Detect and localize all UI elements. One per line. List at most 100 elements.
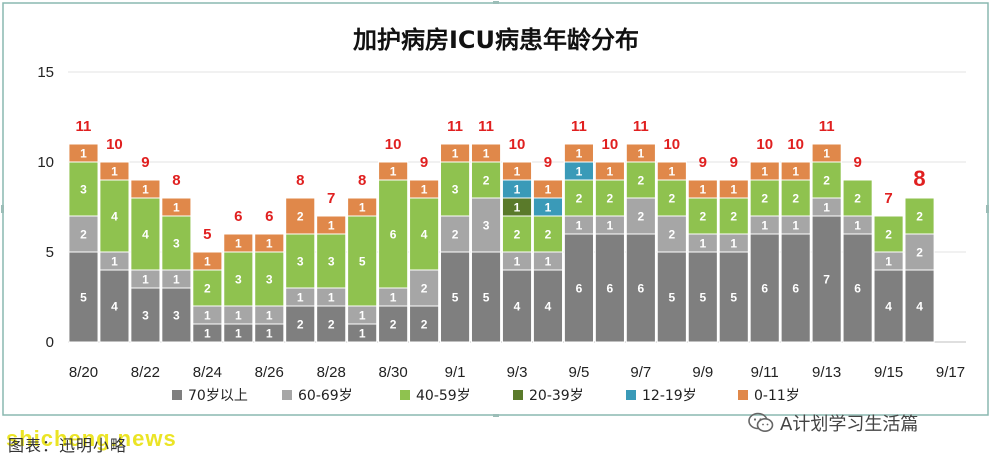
bar-segment [749, 161, 780, 181]
y-tick-label: 10 [37, 154, 54, 171]
x-tick-label: 9/7 [630, 364, 651, 381]
bar-segment [68, 161, 99, 217]
total-label: 7 [327, 190, 335, 207]
bar-segment [68, 215, 99, 253]
bar-segment [254, 233, 285, 253]
bar-segment [470, 251, 502, 343]
watermark: shicheng.news [6, 426, 177, 451]
segment-label: 1 [545, 255, 552, 269]
bar-segment [130, 179, 161, 199]
segment-label: 2 [452, 228, 459, 242]
total-label: 6 [265, 208, 273, 225]
total-label: 9 [699, 154, 707, 171]
total-label: 11 [447, 118, 463, 135]
segment-label: 6 [638, 282, 645, 296]
bar-segment [285, 305, 316, 343]
total-label: 8 [358, 172, 366, 189]
segment-label: 2 [421, 318, 428, 332]
bar-segment [656, 161, 687, 181]
segment-label: 3 [328, 255, 335, 269]
segment-label: 4 [421, 228, 428, 242]
segment-label: 2 [638, 174, 645, 188]
bar-segment [501, 269, 533, 343]
legend-label: 20-39岁 [529, 388, 584, 404]
total-label: 10 [602, 136, 619, 153]
segment-label: 1 [111, 165, 118, 179]
segment-label: 2 [854, 192, 861, 206]
x-tick-label: 8/22 [131, 364, 160, 381]
segment-label: 2 [545, 228, 552, 242]
legend-label: 12-19岁 [642, 388, 697, 404]
bar-segment [440, 143, 471, 163]
segment-label: 2 [885, 228, 892, 242]
segment-label: 1 [173, 273, 180, 287]
segment-label: 6 [792, 282, 799, 296]
segment-label: 1 [359, 309, 366, 323]
x-tick-label: 9/3 [507, 364, 528, 381]
segment-label: 7 [823, 273, 830, 287]
segment-label: 1 [576, 147, 583, 161]
bar-segment [470, 143, 502, 163]
segment-label: 4 [545, 300, 552, 314]
x-tick-label: 9/1 [445, 364, 466, 381]
segment-label: 3 [452, 183, 459, 197]
total-label: 11 [571, 118, 587, 135]
chart-title: 加护病房ICU病患年龄分布 [353, 26, 639, 54]
bar-segment [625, 197, 656, 235]
x-tick-label: 8/24 [193, 364, 222, 381]
bar-segment [625, 233, 656, 343]
legend-label: 60-69岁 [298, 388, 353, 404]
bar-segment [904, 197, 935, 235]
x-tick-label: 8/30 [379, 364, 408, 381]
segment-label: 6 [607, 282, 614, 296]
bar-segment [749, 233, 780, 343]
x-tick-label: 8/28 [317, 364, 346, 381]
bar-segment [842, 233, 873, 343]
segment-label: 6 [390, 228, 397, 242]
segment-label: 2 [668, 192, 675, 206]
total-label: 11 [819, 118, 835, 135]
segment-label: 1 [390, 165, 397, 179]
segment-label: 1 [607, 165, 614, 179]
bar-segment [440, 251, 471, 343]
bar-segment [625, 161, 656, 199]
bar-segment [873, 215, 904, 253]
segment-label: 1 [761, 165, 768, 179]
bar-segment [99, 161, 130, 181]
segment-label: 5 [730, 291, 737, 305]
total-label: 9 [730, 154, 738, 171]
bar-segment [130, 197, 161, 271]
total-label: 10 [787, 136, 804, 153]
total-label: 8 [172, 172, 180, 189]
segment-label: 2 [916, 210, 923, 224]
segment-label: 1 [607, 219, 614, 233]
bar-segment [68, 143, 99, 163]
segment-label: 4 [885, 300, 892, 314]
segment-label: 2 [328, 318, 335, 332]
total-label: 6 [234, 208, 242, 225]
segment-label: 1 [514, 165, 521, 179]
bar-segment [161, 197, 192, 217]
segment-label: 1 [792, 165, 799, 179]
frame-handles [1, 1, 989, 417]
legend-label: 0-11岁 [754, 388, 800, 404]
bar-segment [656, 251, 687, 343]
segment-label: 5 [668, 291, 675, 305]
bar-segment [223, 251, 254, 307]
total-label: 8 [296, 172, 304, 189]
segment-label: 1 [854, 219, 861, 233]
segment-label: 2 [297, 318, 304, 332]
x-tick-label: 8/20 [69, 364, 98, 381]
segment-label: 1 [204, 255, 211, 269]
bar-segment [780, 179, 811, 217]
segment-label: 2 [514, 228, 521, 242]
bar-segment [749, 179, 780, 217]
segment-label: 1 [699, 237, 706, 251]
x-tick-label: 9/5 [569, 364, 590, 381]
bar-segment [501, 161, 533, 181]
bar-segment [378, 161, 409, 181]
segment-label: 2 [638, 210, 645, 224]
brand: A计划学习生活篇 [748, 410, 918, 436]
segment-label: 3 [173, 237, 180, 251]
